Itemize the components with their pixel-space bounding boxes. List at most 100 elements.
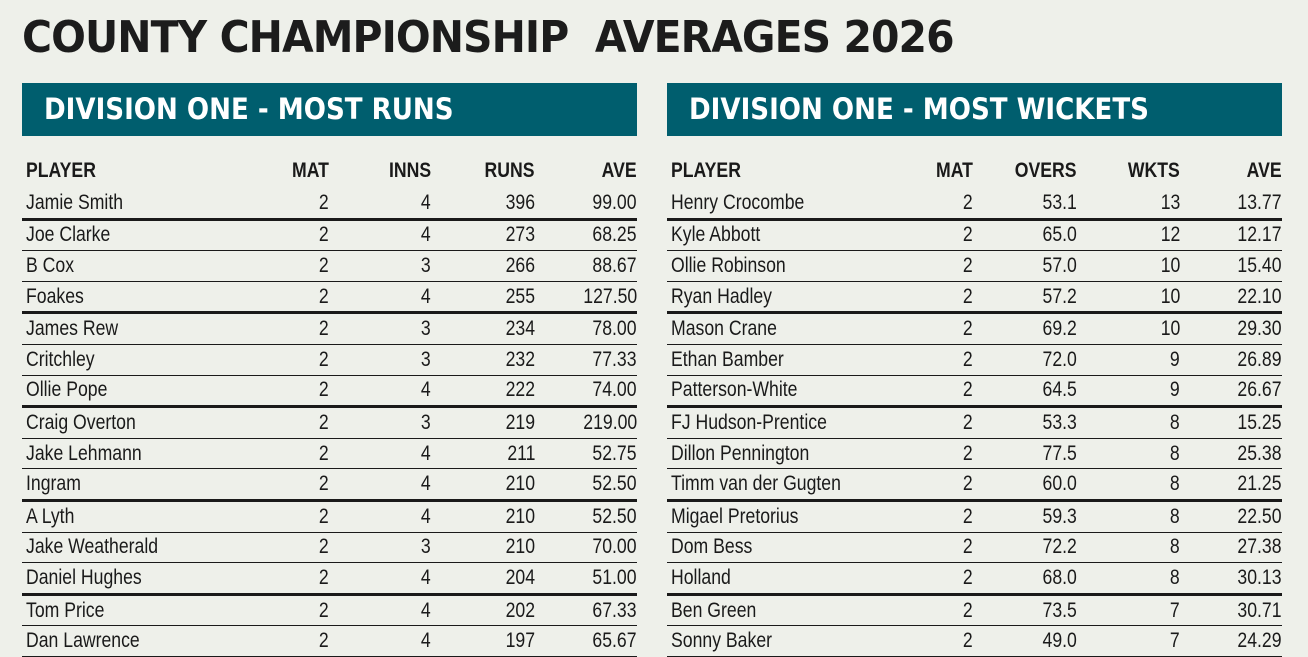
cell-mat: 2 bbox=[909, 468, 973, 502]
cell-text: 10 bbox=[1160, 284, 1180, 308]
cell-text: 53.1 bbox=[1042, 190, 1077, 214]
cell-runs: 219 bbox=[431, 406, 535, 439]
cell-text: 2 bbox=[963, 223, 973, 247]
cell-text: 7 bbox=[1170, 629, 1180, 653]
cell-text: 2 bbox=[963, 504, 973, 528]
cell-player: Ollie Robinson bbox=[667, 250, 909, 282]
cell-text: 10 bbox=[1160, 317, 1180, 341]
cell-text: 210 bbox=[505, 504, 535, 528]
cell-ave: 21.25 bbox=[1180, 468, 1282, 502]
cell-mat: 2 bbox=[909, 250, 973, 282]
cell-text: 72.0 bbox=[1042, 347, 1077, 371]
cell-inns: 3 bbox=[329, 532, 431, 564]
cell-wkts: 8 bbox=[1077, 468, 1180, 502]
cell-player: Ingram bbox=[22, 468, 264, 502]
table-row: Daniel Hughes 2 4 204 51.00 bbox=[22, 562, 637, 596]
cell-overs: 72.0 bbox=[973, 344, 1077, 376]
cell-text: 9 bbox=[1170, 378, 1180, 402]
cell-text: 15.25 bbox=[1237, 410, 1282, 434]
cell-wkts: 8 bbox=[1077, 406, 1180, 439]
table-row: Jake Weatherald 2 3 210 70.00 bbox=[22, 532, 637, 564]
cell-text: 22.10 bbox=[1237, 284, 1282, 308]
cell-text: 70.00 bbox=[592, 535, 637, 559]
cell-player: Migael Pretorius bbox=[667, 500, 909, 533]
cell-text: Daniel Hughes bbox=[26, 565, 142, 589]
cell-player: FJ Hudson-Prentice bbox=[667, 406, 909, 439]
cell-text: 4 bbox=[421, 472, 431, 496]
cell-overs: 69.2 bbox=[973, 312, 1077, 345]
cell-runs: 232 bbox=[431, 344, 535, 376]
cell-text: 4 bbox=[421, 378, 431, 402]
cell-player: Critchley bbox=[22, 344, 264, 376]
cell-runs: 222 bbox=[431, 375, 535, 409]
cell-inns: 3 bbox=[329, 312, 431, 345]
cell-player: Sonny Baker bbox=[667, 625, 909, 657]
cell-text: 4 bbox=[421, 284, 431, 308]
cell-mat: 2 bbox=[264, 312, 329, 345]
cell-text: 3 bbox=[421, 535, 431, 559]
cell-text: 2 bbox=[963, 190, 973, 214]
cell-inns: 4 bbox=[329, 219, 431, 252]
column-header-text: AVE bbox=[602, 159, 637, 182]
cell-wkts: 12 bbox=[1077, 219, 1180, 252]
column-header-text: WKTS bbox=[1128, 159, 1180, 182]
cell-text: 2 bbox=[963, 565, 973, 589]
cell-text: 273 bbox=[505, 223, 535, 247]
table-row: Dillon Pennington 2 77.5 8 25.38 bbox=[667, 438, 1282, 470]
cell-ave: 30.13 bbox=[1180, 562, 1282, 596]
cell-text: Jamie Smith bbox=[26, 190, 124, 214]
table-row: Jamie Smith 2 4 396 99.00 bbox=[22, 188, 637, 221]
cell-ave: 22.10 bbox=[1180, 281, 1282, 315]
cell-text: Ingram bbox=[26, 472, 81, 496]
cell-overs: 72.2 bbox=[973, 532, 1077, 564]
table-row: Jake Lehmann 2 4 211 52.75 bbox=[22, 438, 637, 470]
column-header-ave: AVE bbox=[535, 154, 637, 188]
cell-inns: 4 bbox=[329, 500, 431, 533]
most-runs-heading: DIVISION ONE - MOST RUNS bbox=[22, 83, 637, 136]
cell-mat: 2 bbox=[909, 532, 973, 564]
cell-text: 24.29 bbox=[1237, 629, 1282, 653]
column-header-player: PLAYER bbox=[667, 154, 909, 188]
cell-player: Jamie Smith bbox=[22, 188, 264, 221]
cell-text: 266 bbox=[505, 253, 535, 277]
cell-player: Ryan Hadley bbox=[667, 281, 909, 315]
cell-mat: 2 bbox=[264, 625, 329, 657]
cell-text: 53.3 bbox=[1042, 410, 1077, 434]
cell-text: 88.67 bbox=[592, 253, 637, 277]
cell-wkts: 10 bbox=[1077, 250, 1180, 282]
cell-overs: 65.0 bbox=[973, 219, 1077, 252]
cell-ave: 26.67 bbox=[1180, 375, 1282, 409]
cell-runs: 273 bbox=[431, 219, 535, 252]
cell-text: 234 bbox=[505, 317, 535, 341]
table-row: Sonny Baker 2 49.0 7 24.29 bbox=[667, 625, 1282, 657]
cell-mat: 2 bbox=[264, 532, 329, 564]
cell-runs: 266 bbox=[431, 250, 535, 282]
cell-text: 65.0 bbox=[1042, 223, 1077, 247]
cell-text: 210 bbox=[505, 535, 535, 559]
cell-text: 3 bbox=[421, 410, 431, 434]
cell-mat: 2 bbox=[264, 219, 329, 252]
cell-wkts: 10 bbox=[1077, 312, 1180, 345]
table-row: Joe Clarke 2 4 273 68.25 bbox=[22, 219, 637, 252]
cell-text: 255 bbox=[505, 284, 535, 308]
header-row: PLAYER MAT INNS RUNS AVE bbox=[22, 154, 637, 188]
cell-text: 219 bbox=[505, 410, 535, 434]
cell-text: 2 bbox=[963, 410, 973, 434]
table-row: Craig Overton 2 3 219 219.00 bbox=[22, 406, 637, 439]
cell-text: 4 bbox=[421, 504, 431, 528]
cell-mat: 2 bbox=[909, 625, 973, 657]
column-header-text: RUNS bbox=[485, 159, 535, 182]
cell-text: 57.2 bbox=[1042, 284, 1077, 308]
cell-mat: 2 bbox=[264, 281, 329, 315]
cell-runs: 255 bbox=[431, 281, 535, 315]
cell-mat: 2 bbox=[909, 344, 973, 376]
cell-text: 4 bbox=[421, 629, 431, 653]
cell-player: Ollie Pope bbox=[22, 375, 264, 409]
cell-text: 72.2 bbox=[1042, 535, 1077, 559]
cell-wkts: 8 bbox=[1077, 438, 1180, 470]
table-row: Migael Pretorius 2 59.3 8 22.50 bbox=[667, 500, 1282, 533]
cell-text: 219.00 bbox=[583, 410, 637, 434]
cell-wkts: 7 bbox=[1077, 594, 1180, 627]
cell-mat: 2 bbox=[909, 219, 973, 252]
cell-player: Holland bbox=[667, 562, 909, 596]
